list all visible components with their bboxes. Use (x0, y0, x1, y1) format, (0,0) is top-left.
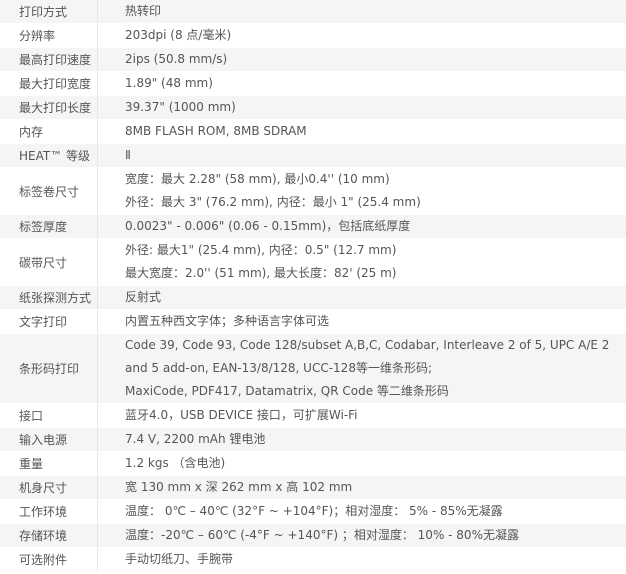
spec-value-line: 外径：最大 3" (76.2 mm), 内径：最小 1" (25.4 mm) (125, 195, 421, 209)
spec-value: 2ips (50.8 mm/s) (97, 47, 626, 72)
spec-row: 重量 1.2 kgs （含电池) (0, 451, 626, 476)
spec-row: 文字打印 内置五种西文字体；多种语言字体可选 (0, 309, 626, 334)
spec-value: 39.37" (1000 mm) (97, 95, 626, 120)
spec-value: 1.89" (48 mm) (97, 71, 626, 96)
spec-row: 内存 8MB FLASH ROM, 8MB SDRAM (0, 119, 626, 144)
spec-label: 内存 (0, 119, 98, 144)
spec-row: 最高打印速度 2ips (50.8 mm/s) (0, 47, 626, 72)
spec-value: 蓝牙4.0，USB DEVICE 接口，可扩展Wi-Fi (97, 403, 626, 428)
spec-value: 热转印 (97, 0, 626, 24)
spec-value-line: 1.2 kgs （含电池) (125, 456, 226, 470)
spec-value: 温度：-20℃ – 60℃ (-4°F ~ +140°F) ；相对湿度： 10%… (97, 523, 626, 548)
spec-value: 内置五种西文字体；多种语言字体可选 (97, 309, 626, 334)
spec-value: Code 39, Code 93, Code 128/subset A,B,C,… (97, 333, 626, 404)
spec-label: 最高打印速度 (0, 47, 98, 72)
spec-row: 机身尺寸 宽 130 mm x 深 262 mm x 高 102 mm (0, 475, 626, 500)
spec-label: 分辨率 (0, 23, 98, 48)
spec-value-line: 宽 130 mm x 深 262 mm x 高 102 mm (125, 480, 353, 494)
spec-value-line: Ⅱ (125, 148, 131, 162)
spec-value-line: 温度： 0℃ – 40℃ (32°F ~ +104°F)；相对湿度： 5% - … (125, 504, 503, 518)
spec-value: 宽度：最大 2.28" (58 mm), 最小0.4'' (10 mm) 外径：最… (97, 167, 626, 215)
spec-value-line: 蓝牙4.0，USB DEVICE 接口，可扩展Wi-Fi (125, 408, 358, 422)
spec-label: 存储环境 (0, 523, 98, 548)
spec-value-line: 39.37" (1000 mm) (125, 100, 236, 114)
spec-row: 最大打印长度 39.37" (1000 mm) (0, 95, 626, 120)
spec-row: 标签卷尺寸 宽度：最大 2.28" (58 mm), 最小0.4'' (10 mm… (0, 167, 626, 215)
spec-label: 工作环境 (0, 499, 98, 524)
spec-label: 标签卷尺寸 (0, 167, 98, 215)
spec-value-line: 外径: 最大1" (25.4 mm), 内径：0.5" (12.7 mm) (125, 243, 397, 257)
spec-value-line: 宽度：最大 2.28" (58 mm), 最小0.4'' (10 mm) (125, 172, 390, 186)
spec-row: 存储环境 温度：-20℃ – 60℃ (-4°F ~ +140°F) ；相对湿度：… (0, 523, 626, 548)
spec-value-line: and 5 add-on, EAN-13/8/128, UCC-128等一维条形… (125, 361, 432, 375)
spec-value-line: 203dpi (8 点/毫米) (125, 28, 232, 42)
spec-value-line: 热转印 (125, 4, 162, 18)
spec-value: 温度： 0℃ – 40℃ (32°F ~ +104°F)；相对湿度： 5% - … (97, 499, 626, 524)
spec-value-line: 2ips (50.8 mm/s) (125, 52, 228, 66)
spec-label: 文字打印 (0, 309, 98, 334)
spec-label: 纸张探测方式 (0, 285, 98, 310)
spec-label: 输入电源 (0, 427, 98, 452)
spec-value: 外径: 最大1" (25.4 mm), 内径：0.5" (12.7 mm) 最大宽… (97, 238, 626, 286)
spec-value: 203dpi (8 点/毫米) (97, 23, 626, 48)
spec-row: 打印方式 热转印 (0, 0, 626, 24)
spec-label: 条形码打印 (0, 333, 98, 404)
spec-value: Ⅱ (97, 143, 626, 168)
spec-label: 接口 (0, 403, 98, 428)
spec-value: 手动切纸刀、手腕带 (97, 547, 626, 572)
spec-value: 1.2 kgs （含电池) (97, 451, 626, 476)
spec-row: 工作环境 温度： 0℃ – 40℃ (32°F ~ +104°F)；相对湿度： 5… (0, 499, 626, 524)
spec-row: 接口 蓝牙4.0，USB DEVICE 接口，可扩展Wi-Fi (0, 403, 626, 428)
spec-value-line: MaxiCode, PDF417, Datamatrix, QR Code 等二… (125, 384, 449, 398)
spec-row: 输入电源 7.4 V, 2200 mAh 锂电池 (0, 427, 626, 452)
spec-row: HEAT™ 等级 Ⅱ (0, 143, 626, 168)
spec-row: 最大打印宽度 1.89" (48 mm) (0, 71, 626, 96)
spec-label: 打印方式 (0, 0, 98, 24)
spec-value-line: 手动切纸刀、手腕带 (125, 552, 234, 566)
spec-row: 条形码打印 Code 39, Code 93, Code 128/subset A… (0, 333, 626, 404)
spec-value-line: 0.0023" - 0.006" (0.06 - 0.15mm)，包括底纸厚度 (125, 219, 411, 233)
spec-row: 纸张探测方式 反射式 (0, 285, 626, 310)
spec-label: 重量 (0, 451, 98, 476)
spec-label: 碳带尺寸 (0, 238, 98, 286)
spec-label: 最大打印长度 (0, 95, 98, 120)
spec-value-line: 反射式 (125, 290, 162, 304)
spec-value: 0.0023" - 0.006" (0.06 - 0.15mm)，包括底纸厚度 (97, 214, 626, 239)
spec-value-line: 1.89" (48 mm) (125, 76, 213, 90)
spec-label: 可选附件 (0, 547, 98, 572)
spec-label: 标签厚度 (0, 214, 98, 239)
spec-value: 反射式 (97, 285, 626, 310)
spec-value-line: 7.4 V, 2200 mAh 锂电池 (125, 432, 266, 446)
spec-value-line: Code 39, Code 93, Code 128/subset A,B,C,… (125, 338, 610, 352)
spec-value: 8MB FLASH ROM, 8MB SDRAM (97, 119, 626, 144)
spec-value-line: 内置五种西文字体；多种语言字体可选 (125, 314, 330, 328)
spec-value: 宽 130 mm x 深 262 mm x 高 102 mm (97, 475, 626, 500)
spec-value-line: 最大宽度：2.0'' (51 mm), 最大长度：82' (25 m) (125, 266, 397, 280)
spec-value: 7.4 V, 2200 mAh 锂电池 (97, 427, 626, 452)
spec-row: 可选附件 手动切纸刀、手腕带 (0, 547, 626, 572)
spec-label: HEAT™ 等级 (0, 143, 98, 168)
spec-value-line: 8MB FLASH ROM, 8MB SDRAM (125, 124, 307, 138)
spec-row: 标签厚度 0.0023" - 0.006" (0.06 - 0.15mm)，包括底… (0, 214, 626, 239)
spec-label: 最大打印宽度 (0, 71, 98, 96)
spec-row: 分辨率 203dpi (8 点/毫米) (0, 23, 626, 48)
spec-value-line: 温度：-20℃ – 60℃ (-4°F ~ +140°F) ；相对湿度： 10%… (125, 528, 519, 542)
spec-label: 机身尺寸 (0, 475, 98, 500)
spec-row: 碳带尺寸 外径: 最大1" (25.4 mm), 内径：0.5" (12.7 mm… (0, 238, 626, 286)
